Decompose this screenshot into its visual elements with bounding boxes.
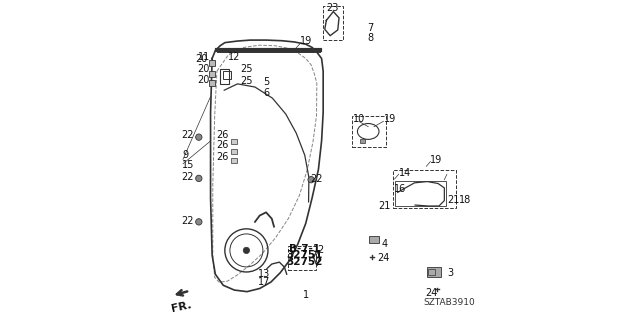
Text: 2: 2 [317, 245, 323, 255]
Text: 23: 23 [326, 4, 339, 13]
Text: B-7-1: B-7-1 [289, 244, 320, 254]
Bar [427, 267, 440, 277]
Text: 18: 18 [459, 195, 471, 205]
Text: 22: 22 [310, 174, 323, 184]
Circle shape [308, 177, 314, 183]
Bar [230, 148, 237, 154]
Bar [323, 6, 343, 40]
Bar [288, 246, 316, 270]
Text: 22: 22 [181, 130, 194, 140]
Text: 17: 17 [257, 277, 270, 287]
Text: 21: 21 [447, 195, 460, 205]
Circle shape [196, 175, 202, 181]
Bar [393, 170, 456, 208]
Text: 20: 20 [197, 64, 210, 74]
Text: 9: 9 [182, 150, 188, 160]
Text: 21: 21 [378, 201, 390, 211]
Text: 20: 20 [197, 75, 210, 85]
Bar [369, 236, 379, 243]
Bar [396, 181, 446, 206]
Text: 5: 5 [263, 77, 269, 87]
Text: 24: 24 [426, 288, 438, 298]
Bar [360, 139, 365, 142]
Bar [220, 69, 229, 84]
Bar [230, 158, 237, 164]
Bar [352, 116, 386, 147]
Text: 12: 12 [228, 52, 241, 62]
Text: 20: 20 [195, 54, 207, 64]
Text: 10: 10 [353, 114, 365, 124]
Circle shape [196, 219, 202, 225]
Text: 7: 7 [367, 23, 373, 33]
Circle shape [196, 134, 202, 140]
Text: SZTAB3910: SZTAB3910 [423, 298, 475, 307]
Text: 4: 4 [382, 239, 388, 249]
Text: 11: 11 [198, 52, 211, 62]
Text: 19: 19 [384, 114, 396, 124]
Bar [429, 269, 435, 275]
Text: 6: 6 [263, 88, 269, 98]
Text: 25: 25 [241, 64, 253, 74]
Bar [209, 71, 215, 76]
Circle shape [243, 247, 250, 253]
Bar [230, 139, 237, 144]
Text: 19: 19 [430, 155, 443, 165]
Text: 26: 26 [216, 130, 228, 140]
Bar [223, 71, 231, 79]
Text: 24: 24 [377, 253, 390, 263]
Text: 22: 22 [181, 216, 194, 226]
Text: 32752: 32752 [286, 257, 323, 267]
Text: 13: 13 [258, 269, 270, 279]
Text: 3: 3 [447, 268, 453, 278]
Text: 26: 26 [216, 140, 228, 150]
Bar [209, 80, 215, 86]
Text: 8: 8 [367, 33, 373, 43]
Text: 15: 15 [182, 160, 195, 170]
Bar [209, 60, 215, 66]
Text: 19: 19 [300, 36, 312, 46]
Text: 22: 22 [181, 172, 194, 182]
Text: 14: 14 [399, 168, 412, 178]
Text: 32751: 32751 [286, 250, 323, 260]
Text: 1: 1 [303, 290, 308, 300]
Text: FR.: FR. [170, 300, 192, 314]
Text: 26: 26 [216, 152, 228, 163]
Text: 25: 25 [241, 76, 253, 86]
Text: 16: 16 [394, 184, 406, 194]
